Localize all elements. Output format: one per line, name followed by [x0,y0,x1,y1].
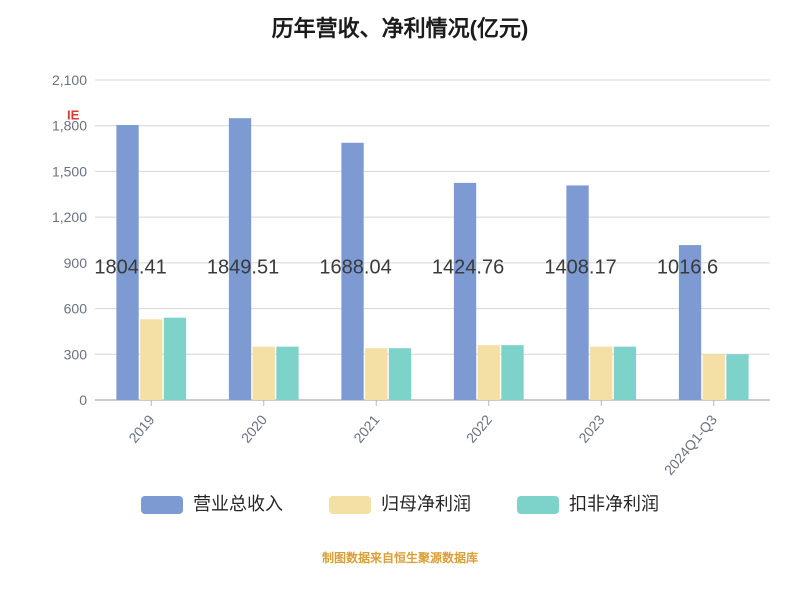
bar [140,319,162,400]
bar [253,347,275,400]
x-tick-label: 2023 [575,411,607,445]
y-tick-label: 300 [64,346,88,362]
bar [454,183,476,400]
y-tick-label: 1,500 [52,163,87,179]
bar [365,348,387,400]
x-tick-label: 2024Q1-Q3 [661,411,720,477]
bar [590,347,612,400]
data-label: 1849.51 [207,257,279,279]
y-tick-label: 600 [64,301,88,317]
bar [501,345,523,400]
legend-swatch [517,496,559,514]
bar [614,347,636,400]
y-tick-label: 0 [79,392,87,408]
y-tick-label: 900 [64,255,88,271]
y-tick-label: 2,100 [52,72,87,88]
x-tick-label: 2021 [350,411,382,445]
bar [164,318,186,400]
data-label: 1804.41 [94,257,166,279]
y-tick-label: 1,200 [52,209,87,225]
x-tick-label: 2020 [238,411,270,445]
legend-label: 扣非净利润 [569,494,659,514]
x-tick-label: 2019 [125,411,157,445]
data-label: 1424.76 [432,257,504,279]
credit-text: 制图数据来自恒生聚源数据库 [322,550,478,565]
chart-container: 历年营收、净利情况(亿元)03006009001,2001,5001,8002,… [0,0,800,600]
bar [276,347,298,400]
bar [703,354,725,400]
bar [478,345,500,400]
chart-svg: 历年营收、净利情况(亿元)03006009001,2001,5001,8002,… [0,0,800,600]
legend-label: 营业总收入 [193,494,283,514]
x-tick-label: 2022 [463,411,495,445]
data-label: 1408.17 [544,257,616,279]
data-label: 1016.6 [657,257,718,279]
y-axis-marker: IE [67,108,80,123]
chart-title: 历年营收、净利情况(亿元) [272,16,529,41]
legend-swatch [329,496,371,514]
bar [566,185,588,400]
legend-swatch [141,496,183,514]
bar [389,348,411,400]
bar [726,354,748,400]
data-label: 1688.04 [319,257,391,279]
legend-label: 归母净利润 [381,494,471,514]
